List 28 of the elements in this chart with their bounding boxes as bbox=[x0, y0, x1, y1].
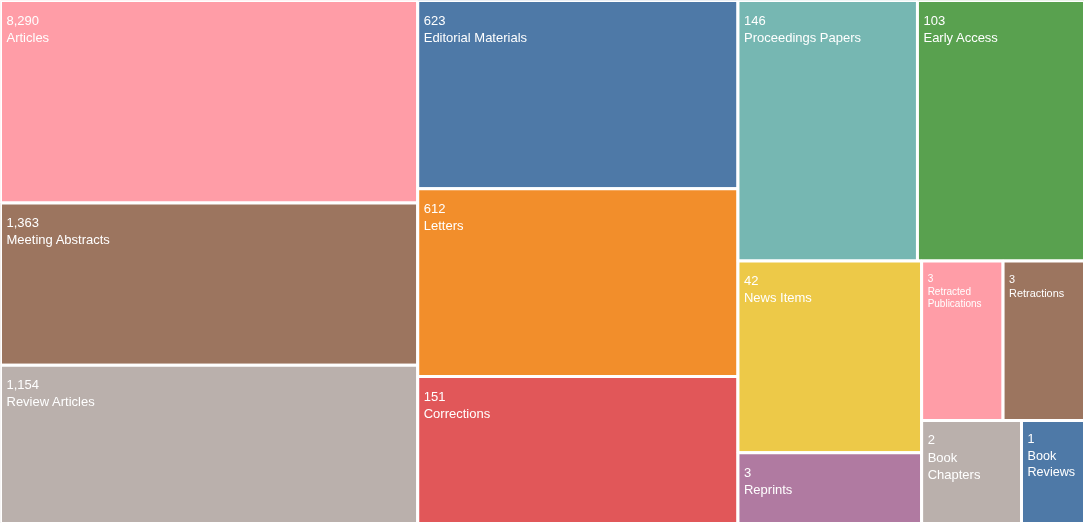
category-label: Proceedings Papers bbox=[743, 29, 862, 45]
data-label: 103 bbox=[923, 12, 946, 28]
category-label: Review Articles bbox=[6, 394, 96, 410]
data-label: 8,290 bbox=[6, 12, 40, 28]
data-label: 3 bbox=[743, 464, 752, 480]
data-label: 146 bbox=[743, 12, 766, 28]
category-label: Meeting Abstracts bbox=[6, 232, 111, 248]
category-label: Early Access bbox=[923, 29, 999, 45]
data-label: 151 bbox=[423, 388, 446, 404]
data-label: 612 bbox=[423, 200, 446, 216]
data-label: 3 bbox=[927, 272, 934, 284]
category-label: Letters bbox=[423, 218, 464, 234]
category-label: Retracted Publications bbox=[927, 285, 982, 310]
category-label: Book Chapters bbox=[927, 449, 981, 482]
data-label: 623 bbox=[423, 12, 446, 28]
category-label: Articles bbox=[6, 29, 50, 45]
data-label: 1,363 bbox=[6, 215, 40, 231]
data-label: 42 bbox=[743, 272, 759, 288]
category-label: Retractions bbox=[1009, 286, 1065, 299]
data-label: 3 bbox=[1009, 272, 1016, 285]
data-label: 1,154 bbox=[6, 377, 40, 393]
category-label: Editorial Materials bbox=[423, 29, 528, 45]
category-label: News Items bbox=[743, 290, 813, 306]
data-label: 1 bbox=[1027, 432, 1035, 447]
data-label: 2 bbox=[927, 432, 935, 448]
category-label: Book Reviews bbox=[1027, 448, 1076, 479]
category-label: Reprints bbox=[743, 482, 793, 498]
category-label: Corrections bbox=[423, 405, 491, 421]
